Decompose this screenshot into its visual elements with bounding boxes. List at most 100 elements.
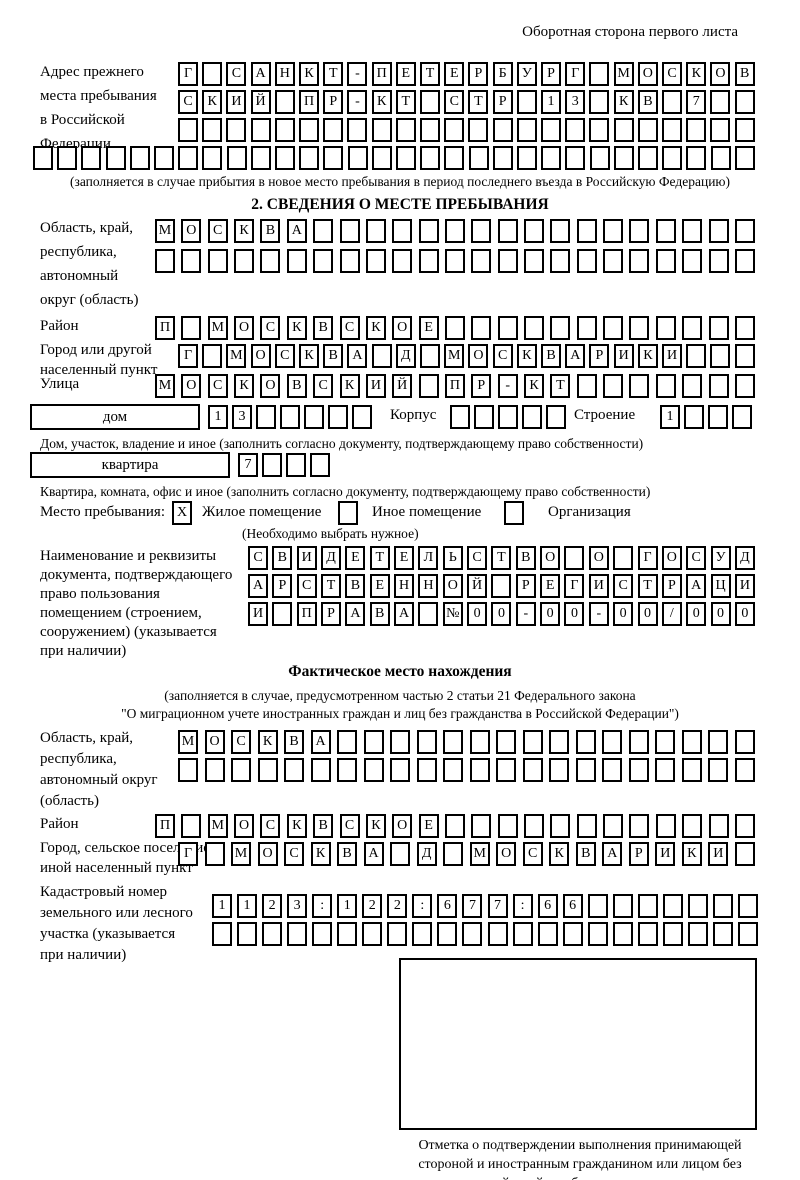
char-box: Й bbox=[250, 90, 271, 114]
char-box bbox=[576, 814, 597, 838]
char-box: М bbox=[613, 62, 634, 86]
char-box bbox=[682, 814, 703, 838]
char-box: : bbox=[412, 894, 433, 918]
char-box bbox=[613, 546, 634, 570]
char-box: А bbox=[363, 842, 384, 866]
char-box bbox=[710, 90, 731, 114]
char-box: А bbox=[345, 602, 366, 626]
char-box: О bbox=[234, 814, 255, 838]
char-box bbox=[392, 249, 413, 273]
char-box: Т bbox=[491, 546, 512, 570]
oblast-label-line2: республика, bbox=[40, 244, 117, 260]
char-box bbox=[390, 758, 411, 782]
char-box: М bbox=[469, 842, 490, 866]
char-box: Р bbox=[589, 344, 610, 368]
char-box: 7 bbox=[686, 90, 707, 114]
char-box bbox=[33, 146, 53, 170]
char-box: В bbox=[323, 344, 344, 368]
char-box bbox=[589, 62, 610, 86]
char-box: 0 bbox=[686, 602, 707, 626]
char-box bbox=[234, 249, 255, 273]
char-box bbox=[522, 405, 542, 429]
char-box: Ц bbox=[710, 574, 731, 598]
char-box: В bbox=[313, 814, 334, 838]
char-box: С bbox=[339, 316, 360, 340]
char-box bbox=[444, 249, 465, 273]
char-box bbox=[250, 146, 271, 170]
char-box bbox=[328, 405, 348, 429]
char-box: И bbox=[365, 374, 386, 398]
char-box: Т bbox=[369, 546, 390, 570]
char-box bbox=[637, 894, 658, 918]
kadastr-label-line4: при наличии) bbox=[40, 947, 127, 963]
char-box bbox=[129, 146, 150, 170]
char-box bbox=[734, 758, 755, 782]
char-box: О bbox=[257, 842, 278, 866]
mesto-label: Место пребывания: bbox=[40, 504, 165, 520]
char-box: - bbox=[588, 602, 609, 626]
char-box bbox=[420, 90, 441, 114]
char-box bbox=[576, 249, 597, 273]
char-box bbox=[286, 453, 306, 477]
char-box bbox=[474, 405, 494, 429]
char-box: С bbox=[492, 344, 513, 368]
doc-row-3: И П Р А В А № 0 0-0 0-0 0/0 0 0 bbox=[248, 602, 755, 626]
char-box: С bbox=[296, 574, 317, 598]
char-box: Г bbox=[564, 574, 585, 598]
char-box bbox=[105, 146, 126, 170]
char-box: В bbox=[337, 842, 358, 866]
char-box bbox=[628, 730, 649, 754]
char-box bbox=[497, 814, 518, 838]
char-box bbox=[603, 374, 624, 398]
char-box bbox=[708, 814, 729, 838]
char-box bbox=[420, 118, 441, 142]
char-box: 0 bbox=[467, 602, 488, 626]
char-box: К bbox=[299, 344, 320, 368]
char-box: А bbox=[565, 344, 586, 368]
char-box: В bbox=[515, 546, 536, 570]
doc-label-line6: при наличии) bbox=[40, 643, 127, 659]
char-box: Н bbox=[394, 574, 415, 598]
char-box bbox=[310, 453, 330, 477]
char-box: Г bbox=[178, 842, 198, 866]
char-box: А bbox=[602, 842, 623, 866]
char-box bbox=[287, 922, 308, 946]
char-box: А bbox=[686, 574, 707, 598]
char-box bbox=[524, 316, 545, 340]
char-box bbox=[443, 730, 464, 754]
char-box bbox=[576, 316, 597, 340]
char-box bbox=[687, 894, 708, 918]
char-box: О bbox=[661, 546, 682, 570]
char-box: И bbox=[613, 344, 634, 368]
char-box bbox=[602, 758, 623, 782]
char-box bbox=[662, 922, 683, 946]
char-box: Е bbox=[394, 546, 415, 570]
char-box bbox=[602, 730, 623, 754]
char-box bbox=[686, 146, 707, 170]
char-box: Г bbox=[178, 344, 198, 368]
char-box: С bbox=[231, 730, 252, 754]
page-side-note: Оборотная сторона первого листа bbox=[522, 24, 738, 40]
char-box bbox=[444, 146, 465, 170]
char-box: 1 bbox=[541, 90, 562, 114]
char-box bbox=[155, 249, 175, 273]
char-box bbox=[496, 758, 517, 782]
char-box: : bbox=[312, 894, 333, 918]
section2-title: 2. СВЕДЕНИЯ О МЕСТЕ ПРЕБЫВАНИЯ bbox=[251, 196, 549, 213]
char-box bbox=[274, 90, 295, 114]
char-box bbox=[603, 249, 624, 273]
char-box: М bbox=[444, 344, 465, 368]
char-box bbox=[655, 219, 676, 243]
stamp-note-line1: Отметка о подтверждении выполнения прини… bbox=[418, 1138, 742, 1153]
char-box: № bbox=[442, 602, 463, 626]
char-box: Е bbox=[444, 62, 465, 86]
char-box bbox=[550, 814, 571, 838]
char-box bbox=[497, 316, 518, 340]
char-box bbox=[708, 219, 729, 243]
char-box: Е bbox=[540, 574, 561, 598]
char-box bbox=[708, 249, 729, 273]
char-box bbox=[497, 219, 518, 243]
dom-label-box: дом bbox=[30, 404, 200, 430]
char-box bbox=[371, 344, 392, 368]
char-box: Й bbox=[467, 574, 488, 598]
